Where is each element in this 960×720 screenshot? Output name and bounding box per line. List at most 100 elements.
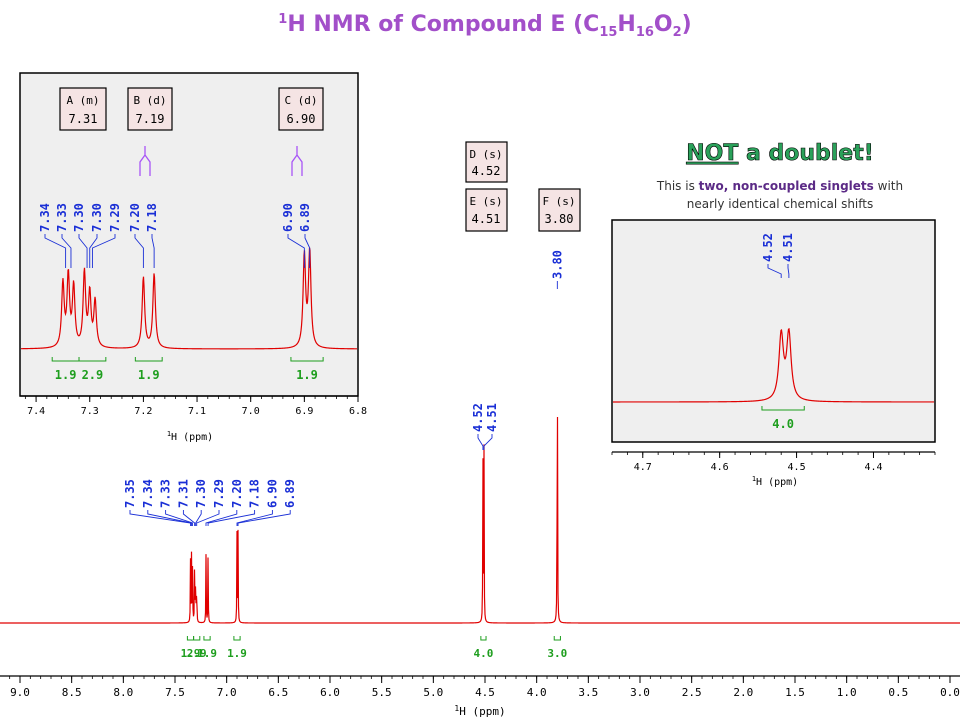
chart-title: 1H NMR of Compound E (C15H16O2) <box>278 12 691 40</box>
axis-tick-label: 5.0 <box>423 686 443 699</box>
main-integrals: 1.92.91.9 1.9 4.0 3.0 <box>181 636 567 660</box>
note-line1: This is two, non-coupled singlets with <box>656 179 903 193</box>
main-peak-label: 7.29 <box>212 479 226 508</box>
ch2-inset-axis: 4.7 4.6 4.5 4.4 <box>611 451 936 473</box>
axis-tick-label: 7.0 <box>242 406 260 417</box>
integral-value: 4.0 <box>474 647 494 660</box>
assignment-b-label: B (d) <box>133 94 166 107</box>
assignment-a: A (m) 7.31 <box>59 87 107 131</box>
note-line1-emph: two, non-coupled singlets <box>699 179 874 193</box>
inset-peak-leader <box>44 234 67 268</box>
main-peak-leader <box>477 434 484 450</box>
axis-tick-label: 8.5 <box>62 686 82 699</box>
main-xlabel-prefix: 1 <box>454 704 459 713</box>
main-peak-leader <box>129 510 191 526</box>
inset-peak-label: 7.30 <box>72 203 86 232</box>
inset-peak-leader <box>61 234 72 268</box>
integral-value: 1.9 <box>197 647 217 660</box>
main-peak-label: 7.35 <box>123 479 137 508</box>
integral-bracket <box>480 636 487 641</box>
main-peak-leader <box>205 510 238 526</box>
note-line1-post: with <box>874 179 903 193</box>
assignment-d: D (s) 4.52 <box>465 141 508 183</box>
inset-peak-label: 6.89 <box>298 203 312 232</box>
note-heading: NOT a doublet! <box>686 141 874 166</box>
axis-tick-label: 6.9 <box>295 406 313 417</box>
integral-value: 1.9 <box>227 647 247 660</box>
aromatic-xlabel-text: H (ppm) <box>171 432 213 443</box>
axis-tick-label: 7.5 <box>165 686 185 699</box>
note-heading-not: NOT <box>686 141 738 166</box>
doublet-c-icon <box>291 146 303 176</box>
axis-tick-label: 1.0 <box>837 686 857 699</box>
note-line2: nearly identical chemical shifts <box>687 197 873 211</box>
assignment-e-value: 4.51 <box>472 212 501 226</box>
assignment-e: E (s) 4.51 <box>465 188 508 232</box>
axis-tick-label: 7.4 <box>27 406 45 417</box>
main-peak-leader <box>195 510 202 526</box>
ch2-xlabel-text: H (ppm) <box>756 477 798 488</box>
main-peak-label: 4.52 <box>471 403 485 432</box>
inset-peak-leader <box>767 264 782 278</box>
title-mid2: O <box>654 12 673 37</box>
inset-peak-label: 7.33 <box>55 203 69 232</box>
axis-tick-label: 9.0 <box>10 686 30 699</box>
inset-peak-leader <box>287 234 305 268</box>
main-spectrum-trace <box>0 416 960 624</box>
axis-tick-label: 4.6 <box>711 462 729 473</box>
assignment-b-value: 7.19 <box>136 112 165 126</box>
aromatic-inset-peak-labels: 7.34 7.33 7.30 7.30 7.29 7.20 7.18 6.90 6.89 <box>38 203 312 268</box>
aromatic-xlabel-prefix: 1 <box>167 430 171 438</box>
inset-peak-label: 7.34 <box>38 203 52 232</box>
integral-bracket <box>761 406 805 411</box>
ch2-xlabel-prefix: 1 <box>752 475 756 483</box>
integral-bracket <box>553 636 561 641</box>
axis-tick-label: 4.4 <box>864 462 882 473</box>
ch2-inset-frame <box>611 219 936 443</box>
integral-value: 1.9 <box>138 368 160 382</box>
axis-tick-label: 4.0 <box>527 686 547 699</box>
integral-value: 2.9 <box>82 368 104 382</box>
note-heading-rest: a doublet! <box>738 141 873 166</box>
assignment-a-label: A (m) <box>66 94 99 107</box>
assignment-a-value: 7.31 <box>69 112 98 126</box>
integral-bracket <box>134 357 163 362</box>
integral-bracket <box>203 636 211 641</box>
axis-tick-label: 2.0 <box>733 686 753 699</box>
main-peak-leader <box>182 510 196 526</box>
main-peak-label: 4.51 <box>485 403 499 432</box>
doublet-b-icon <box>139 146 151 176</box>
assignment-b: B (d) 7.19 <box>127 87 173 131</box>
main-peak-leader <box>147 510 192 526</box>
integral-value: 1.9 <box>296 368 318 382</box>
inset-peak-leader <box>78 234 88 268</box>
integral-bracket <box>78 357 107 362</box>
aromatic-inset-trace <box>20 247 357 350</box>
inset-peak-leader <box>91 234 116 268</box>
axis-tick-label: 6.8 <box>349 406 367 417</box>
ch2-inset-xlabel: 1H (ppm) <box>752 475 798 488</box>
axis-tick-label: 0.5 <box>888 686 908 699</box>
aromatic-inset-xlabel: 1H (ppm) <box>167 430 213 443</box>
ch2-inset-peak-labels: 4.52 4.51 <box>761 233 795 278</box>
main-peak-leader <box>165 510 194 526</box>
axis-tick-label: 7.3 <box>81 406 99 417</box>
assignment-e-label: E (s) <box>469 195 502 208</box>
main-peak-leader <box>483 434 493 450</box>
integral-value: 3.0 <box>547 647 567 660</box>
title-mid1: H <box>617 12 635 37</box>
axis-tick-label: 3.0 <box>630 686 650 699</box>
note-line1-pre: This is <box>656 179 699 193</box>
aromatic-inset-integrals: 1.9 2.9 1.9 1.9 <box>51 357 324 382</box>
axis-tick-label: 4.5 <box>788 462 806 473</box>
inset-peak-label: 7.30 <box>90 203 104 232</box>
main-peak-leader <box>207 510 256 526</box>
axis-tick-label: 8.0 <box>113 686 133 699</box>
assignment-c: C (d) 6.90 <box>278 87 324 131</box>
inset-peak-leader <box>151 234 155 268</box>
main-peak-label: 7.34 <box>141 479 155 508</box>
axis-tick-label: 4.7 <box>634 462 652 473</box>
axis-tick-label: 3.5 <box>578 686 598 699</box>
main-peak-leader <box>196 510 220 526</box>
